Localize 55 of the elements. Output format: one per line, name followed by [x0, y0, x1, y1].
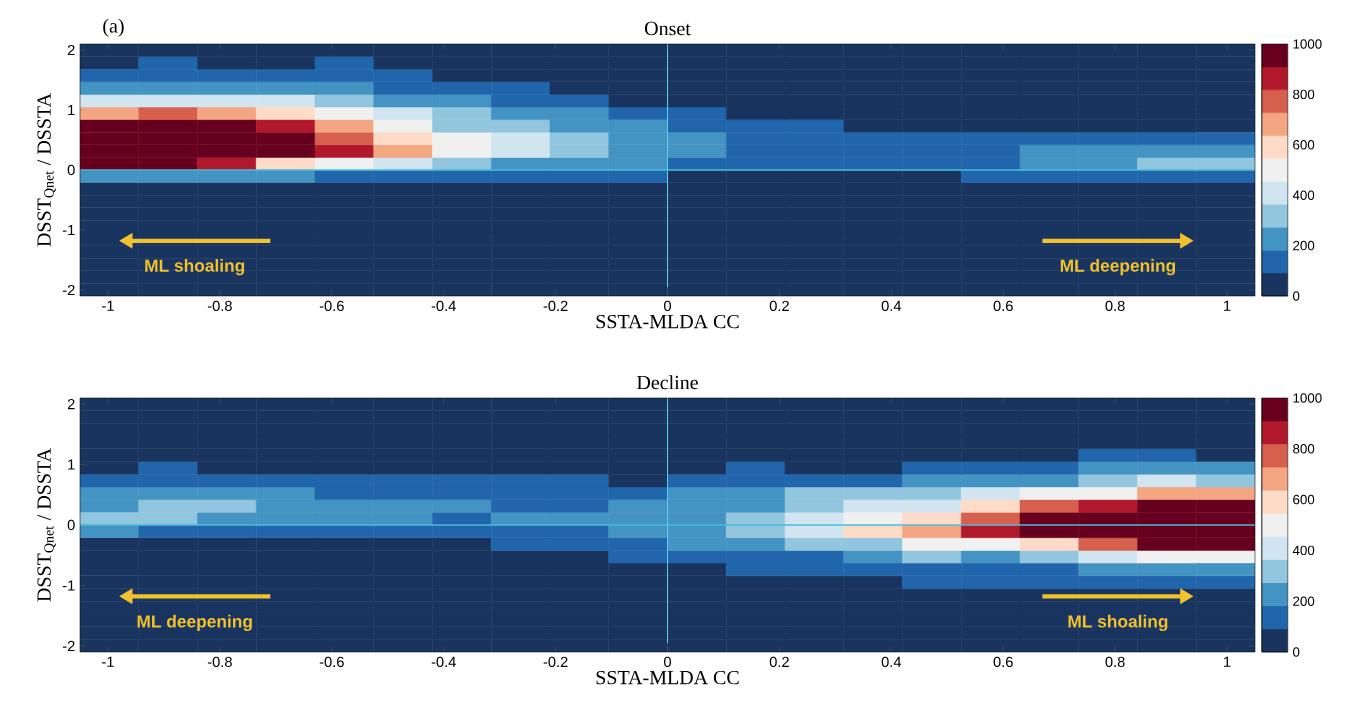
x-tick-label: 0 — [664, 300, 671, 312]
y-tick-label: -2 — [62, 640, 75, 652]
x-tick-label: 1 — [1224, 300, 1231, 311]
y-tick-label: -2 — [62, 284, 75, 296]
chart-title: Decline — [637, 375, 698, 390]
color-bar-label: 600 — [1293, 494, 1315, 505]
color-bar-label: 200 — [1293, 240, 1315, 251]
x-tick-label: -0.8 — [207, 656, 232, 668]
x-tick-label: 0.8 — [1105, 300, 1125, 312]
x-tick-label: -0.4 — [431, 656, 456, 668]
x-axis-title: SSTA-MLDA CC — [596, 314, 739, 329]
x-tick-label: 0.6 — [993, 300, 1013, 312]
annotation: ML shoaling — [145, 259, 245, 276]
color-bar-label: 800 — [1293, 444, 1315, 454]
x-tick-label: -0.2 — [543, 656, 568, 668]
x-tick-label: 0.4 — [881, 656, 902, 668]
x-tick-label: 0.2 — [769, 300, 789, 312]
y-tick-label: 2 — [67, 398, 75, 410]
color-bar-label: 1000 — [1293, 393, 1322, 403]
y-tick-label: 0 — [67, 519, 75, 531]
x-tick-label: 0.4 — [881, 300, 902, 312]
color-bar-label: 0 — [1293, 647, 1300, 657]
annotation: ML shoaling — [1068, 614, 1168, 632]
x-tick-label: -1 — [102, 300, 114, 311]
color-bar-label: 1000 — [1293, 39, 1322, 49]
y-tick-label: -1 — [62, 580, 75, 591]
text: (a) — [103, 18, 124, 37]
x-tick-label: -1 — [102, 656, 114, 667]
x-tick-label: -0.2 — [543, 300, 568, 312]
y-tick-label: 1 — [68, 459, 75, 470]
x-tick-label: 0.8 — [1105, 656, 1125, 668]
color-bar-label: 400 — [1292, 545, 1315, 556]
x-tick-label: -0.4 — [431, 300, 456, 312]
y-axis-title: DSST$_{Qnet}$ / DSSTA — [37, 448, 56, 602]
color-bar-label: 0 — [1293, 291, 1300, 301]
y-axis-title: DSST$_{Qnet}$ / DSSTA — [37, 93, 56, 247]
x-tick-label: 0.6 — [993, 656, 1013, 668]
x-tick-label: 1 — [1224, 656, 1231, 667]
annotation: ML deepening — [137, 614, 252, 632]
annotation: ML deepening — [1060, 259, 1176, 276]
x-tick-label: -0.8 — [207, 300, 232, 312]
color-bar-label: 800 — [1293, 89, 1315, 100]
y-tick-label: -1 — [62, 224, 75, 236]
y-tick-label: 2 — [67, 44, 75, 56]
color-bar-label: 600 — [1293, 140, 1315, 150]
x-tick-label: -0.6 — [319, 300, 344, 312]
x-tick-label: 0 — [664, 656, 671, 668]
x-tick-label: -0.6 — [319, 656, 344, 668]
y-tick-label: 0 — [67, 164, 75, 176]
chart-title: Onset — [644, 21, 691, 36]
x-tick-label: 0.2 — [769, 656, 789, 668]
color-bar-label: 200 — [1293, 596, 1315, 606]
color-bar-label: 400 — [1292, 190, 1315, 200]
y-tick-label: 1 — [68, 104, 75, 116]
x-axis-title: SSTA-MLDA CC — [596, 670, 739, 685]
